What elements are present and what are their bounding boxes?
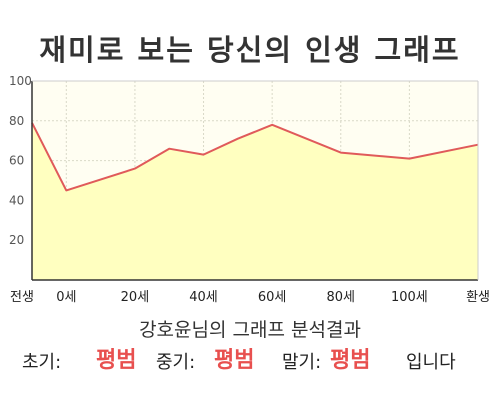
middle-value: 평범 bbox=[214, 348, 255, 373]
x-tick-label: 환생 bbox=[466, 290, 490, 305]
y-tick-label: 60 bbox=[9, 154, 24, 168]
y-axis-ticks: 20 40 60 80 100 bbox=[9, 74, 32, 247]
result-suffix: 입니다 bbox=[406, 352, 456, 373]
late-value: 평범 bbox=[330, 348, 371, 373]
x-tick-label: 100세 bbox=[391, 290, 428, 305]
x-tick-label: 20세 bbox=[121, 290, 150, 305]
y-tick-label: 80 bbox=[9, 114, 24, 128]
middle-label: 중기: bbox=[156, 352, 196, 373]
x-tick-label: 40세 bbox=[189, 290, 218, 305]
x-tick-label: 60세 bbox=[258, 290, 287, 305]
analysis-result: 초기: 평범 중기: 평범 말기: 평범 입니다 bbox=[0, 348, 500, 382]
area-fill bbox=[32, 122, 478, 280]
early-value: 평범 bbox=[96, 348, 137, 373]
y-tick-label: 40 bbox=[9, 193, 24, 207]
x-tick-label: 0세 bbox=[56, 290, 76, 305]
x-tick-label: 80세 bbox=[327, 290, 356, 305]
y-tick-label: 100 bbox=[9, 74, 32, 88]
chart-title: 재미로 보는 당신의 인생 그래프 bbox=[39, 33, 461, 67]
late-label: 말기: bbox=[282, 352, 322, 373]
x-axis-ticks: 전생 0세 20세 40세 60세 80세 100세 환생 bbox=[10, 290, 490, 305]
analysis-title: 강호윤님의 그래프 분석결과 bbox=[139, 319, 361, 341]
series-line bbox=[31, 122, 479, 192]
x-tick-label: 전생 bbox=[10, 290, 34, 305]
early-label: 초기: bbox=[22, 352, 62, 373]
y-tick-label: 20 bbox=[9, 233, 24, 247]
axes bbox=[31, 80, 479, 281]
